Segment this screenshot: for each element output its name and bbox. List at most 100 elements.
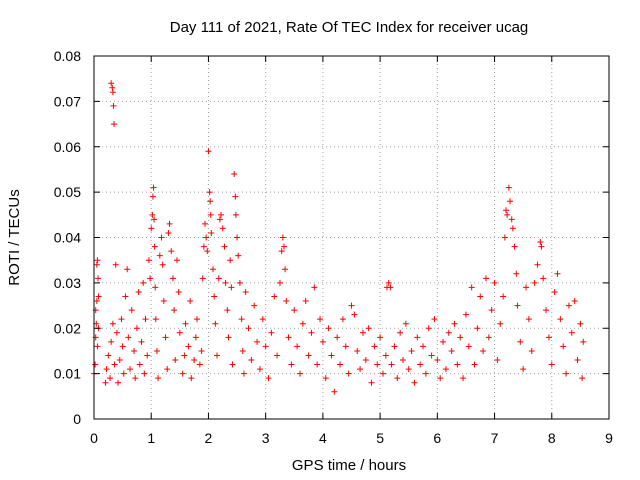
data-point (451, 320, 458, 327)
data-point (497, 320, 504, 327)
y-tick-label: 0 (73, 411, 81, 427)
data-point (156, 252, 163, 259)
data-point (262, 343, 269, 350)
data-point (169, 275, 176, 282)
data-point (505, 184, 512, 191)
data-point (428, 352, 435, 359)
data-point (305, 352, 312, 359)
data-point (188, 375, 195, 382)
data-point (278, 248, 285, 255)
data-point (182, 320, 189, 327)
data-point (108, 80, 115, 87)
data-point (168, 248, 175, 255)
data-point (417, 361, 424, 368)
data-point (204, 248, 211, 255)
data-point (187, 298, 194, 305)
data-point (172, 357, 179, 364)
data-point (551, 288, 558, 295)
data-point (145, 257, 152, 264)
data-point (245, 325, 252, 332)
data-point (215, 275, 222, 282)
data-point (95, 275, 102, 282)
data-point (565, 302, 572, 309)
data-point (345, 370, 352, 377)
data-point (240, 370, 247, 377)
data-point (283, 298, 290, 305)
data-point (120, 370, 127, 377)
data-point (276, 279, 283, 286)
data-point (110, 102, 117, 109)
x-axis-label: GPS time / hours (292, 457, 406, 474)
data-point (199, 275, 206, 282)
data-point (387, 284, 394, 291)
y-tick-label: 0.07 (54, 93, 81, 109)
data-point (317, 316, 324, 323)
data-point (235, 252, 242, 259)
data-point (102, 379, 109, 386)
data-point (108, 338, 115, 345)
data-point (411, 379, 418, 386)
y-tick-label: 0.01 (54, 366, 81, 382)
data-point (488, 307, 495, 314)
data-point (437, 375, 444, 382)
data-point (279, 234, 286, 241)
tick-labels: 0 1 2 3 4 5 6 7 8 9 0 0.01 0.02 0.03 0.04 0.05 0.06 0.07 0… (54, 48, 613, 446)
data-point (563, 370, 570, 377)
data-point (242, 288, 249, 295)
data-point (525, 316, 532, 323)
data-point (181, 352, 188, 359)
data-point (94, 343, 101, 350)
data-point (394, 375, 401, 382)
data-point (227, 257, 234, 264)
data-point (271, 293, 278, 300)
data-point (514, 302, 521, 309)
data-point (577, 320, 584, 327)
x-tick-label: 3 (262, 430, 270, 446)
data-point (371, 343, 378, 350)
data-point (149, 211, 156, 218)
data-point (155, 375, 162, 382)
data-point (543, 307, 550, 314)
data-point (462, 311, 469, 318)
data-point (351, 311, 358, 318)
data-point (118, 316, 125, 323)
y-tick-label: 0.04 (54, 230, 81, 246)
data-point (259, 316, 266, 323)
x-tick-label: 1 (147, 430, 155, 446)
data-point (92, 361, 99, 368)
data-point (385, 279, 392, 286)
data-point (422, 370, 429, 377)
data-point (382, 352, 389, 359)
data-point (460, 375, 467, 382)
data-point (504, 211, 511, 218)
data-point (214, 352, 221, 359)
data-point (111, 361, 118, 368)
data-point (107, 375, 114, 382)
data-point (520, 366, 527, 373)
data-point (165, 229, 172, 236)
data-point (132, 375, 139, 382)
data-point (206, 189, 213, 196)
data-point (238, 316, 245, 323)
data-point (402, 320, 409, 327)
data-point (218, 211, 225, 218)
data-point (342, 343, 349, 350)
data-point (501, 234, 508, 241)
data-point (93, 298, 100, 305)
data-point (359, 329, 366, 336)
data-point (224, 307, 231, 314)
data-point (557, 316, 564, 323)
data-point (507, 198, 514, 205)
data-point (322, 375, 329, 382)
data-point (236, 279, 243, 286)
data-point (111, 121, 118, 128)
data-point (198, 347, 205, 354)
data-point (388, 361, 395, 368)
data-point (503, 207, 509, 214)
data-point (579, 375, 586, 382)
data-point (297, 370, 303, 377)
data-point (268, 329, 275, 336)
data-point (231, 170, 238, 177)
data-point (113, 329, 120, 336)
data-point (568, 329, 575, 336)
